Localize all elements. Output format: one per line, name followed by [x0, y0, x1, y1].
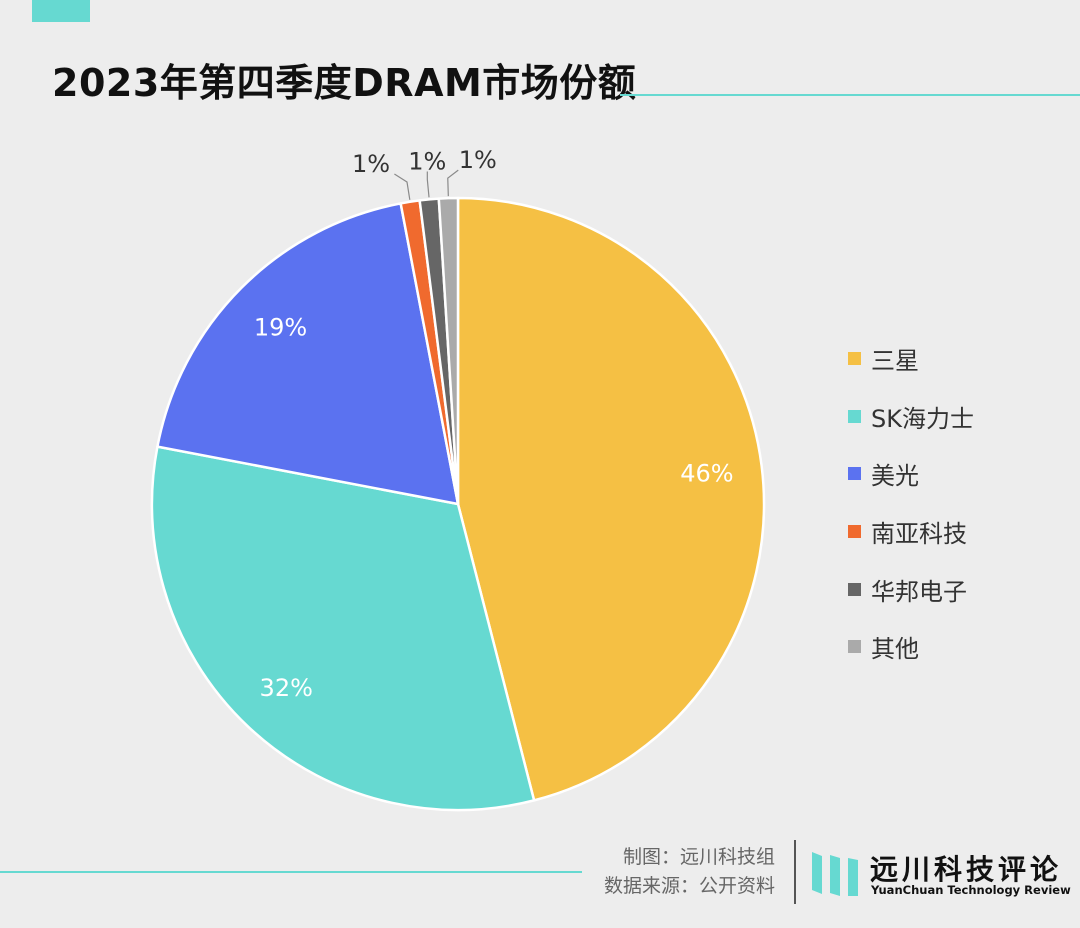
accent-block: [32, 0, 90, 22]
footer-divider: [794, 840, 796, 904]
legend-label: 美光: [871, 462, 919, 491]
legend-label: 其他: [871, 635, 919, 664]
slice-label: 1%: [408, 147, 446, 175]
slice-label: 19%: [254, 314, 307, 342]
legend-item: 华邦电子: [848, 560, 974, 618]
legend: 三星 SK海力士美光南亚科技华邦电子其他: [848, 330, 974, 676]
credit-maker: 制图：远川科技组: [622, 846, 775, 868]
legend-label: 南亚科技: [871, 520, 967, 549]
pie-slice: [150, 445, 536, 812]
legend-item: 美光: [848, 445, 974, 503]
legend-label: SK海力士: [871, 404, 974, 433]
footer-line: [0, 871, 582, 873]
legend-item: 南亚科技: [848, 503, 974, 561]
legend-swatch: [848, 582, 861, 596]
slice-label: 46%: [680, 460, 733, 488]
slice-label: 1%: [459, 146, 497, 174]
legend-swatch: [848, 409, 861, 423]
legend-label: 三星: [871, 347, 919, 376]
slice-label: 32%: [260, 674, 313, 702]
legend-label: 华邦电子: [871, 577, 967, 606]
legend-swatch: [848, 640, 861, 654]
legend-swatch: [848, 467, 861, 481]
logo-text-en: YuanChuan Technology Review: [871, 883, 1071, 897]
legend-item: 三星: [848, 330, 974, 388]
pie-slice: [456, 196, 766, 802]
pie-slice: [156, 202, 460, 506]
slice-label: 1%: [352, 150, 390, 178]
legend-swatch: [848, 525, 861, 539]
leader-line: [447, 169, 459, 197]
logo-icon: [812, 852, 858, 896]
logo-text-cn: 远川科技评论: [870, 853, 1063, 886]
pie-slice: [437, 196, 460, 506]
legend-item: 其他: [848, 618, 974, 676]
credits: 制图：远川科技组 数据来源：公开资料: [604, 843, 775, 901]
credit-source: 数据来源：公开资料: [603, 875, 775, 897]
title-underline: [620, 94, 1080, 96]
legend-item: SK海力士: [848, 388, 974, 446]
legend-swatch: [848, 352, 861, 366]
chart-title: 2023年第四季度DRAM市场份额: [52, 61, 637, 105]
leader-line: [394, 173, 411, 200]
leader-line: [426, 171, 430, 198]
